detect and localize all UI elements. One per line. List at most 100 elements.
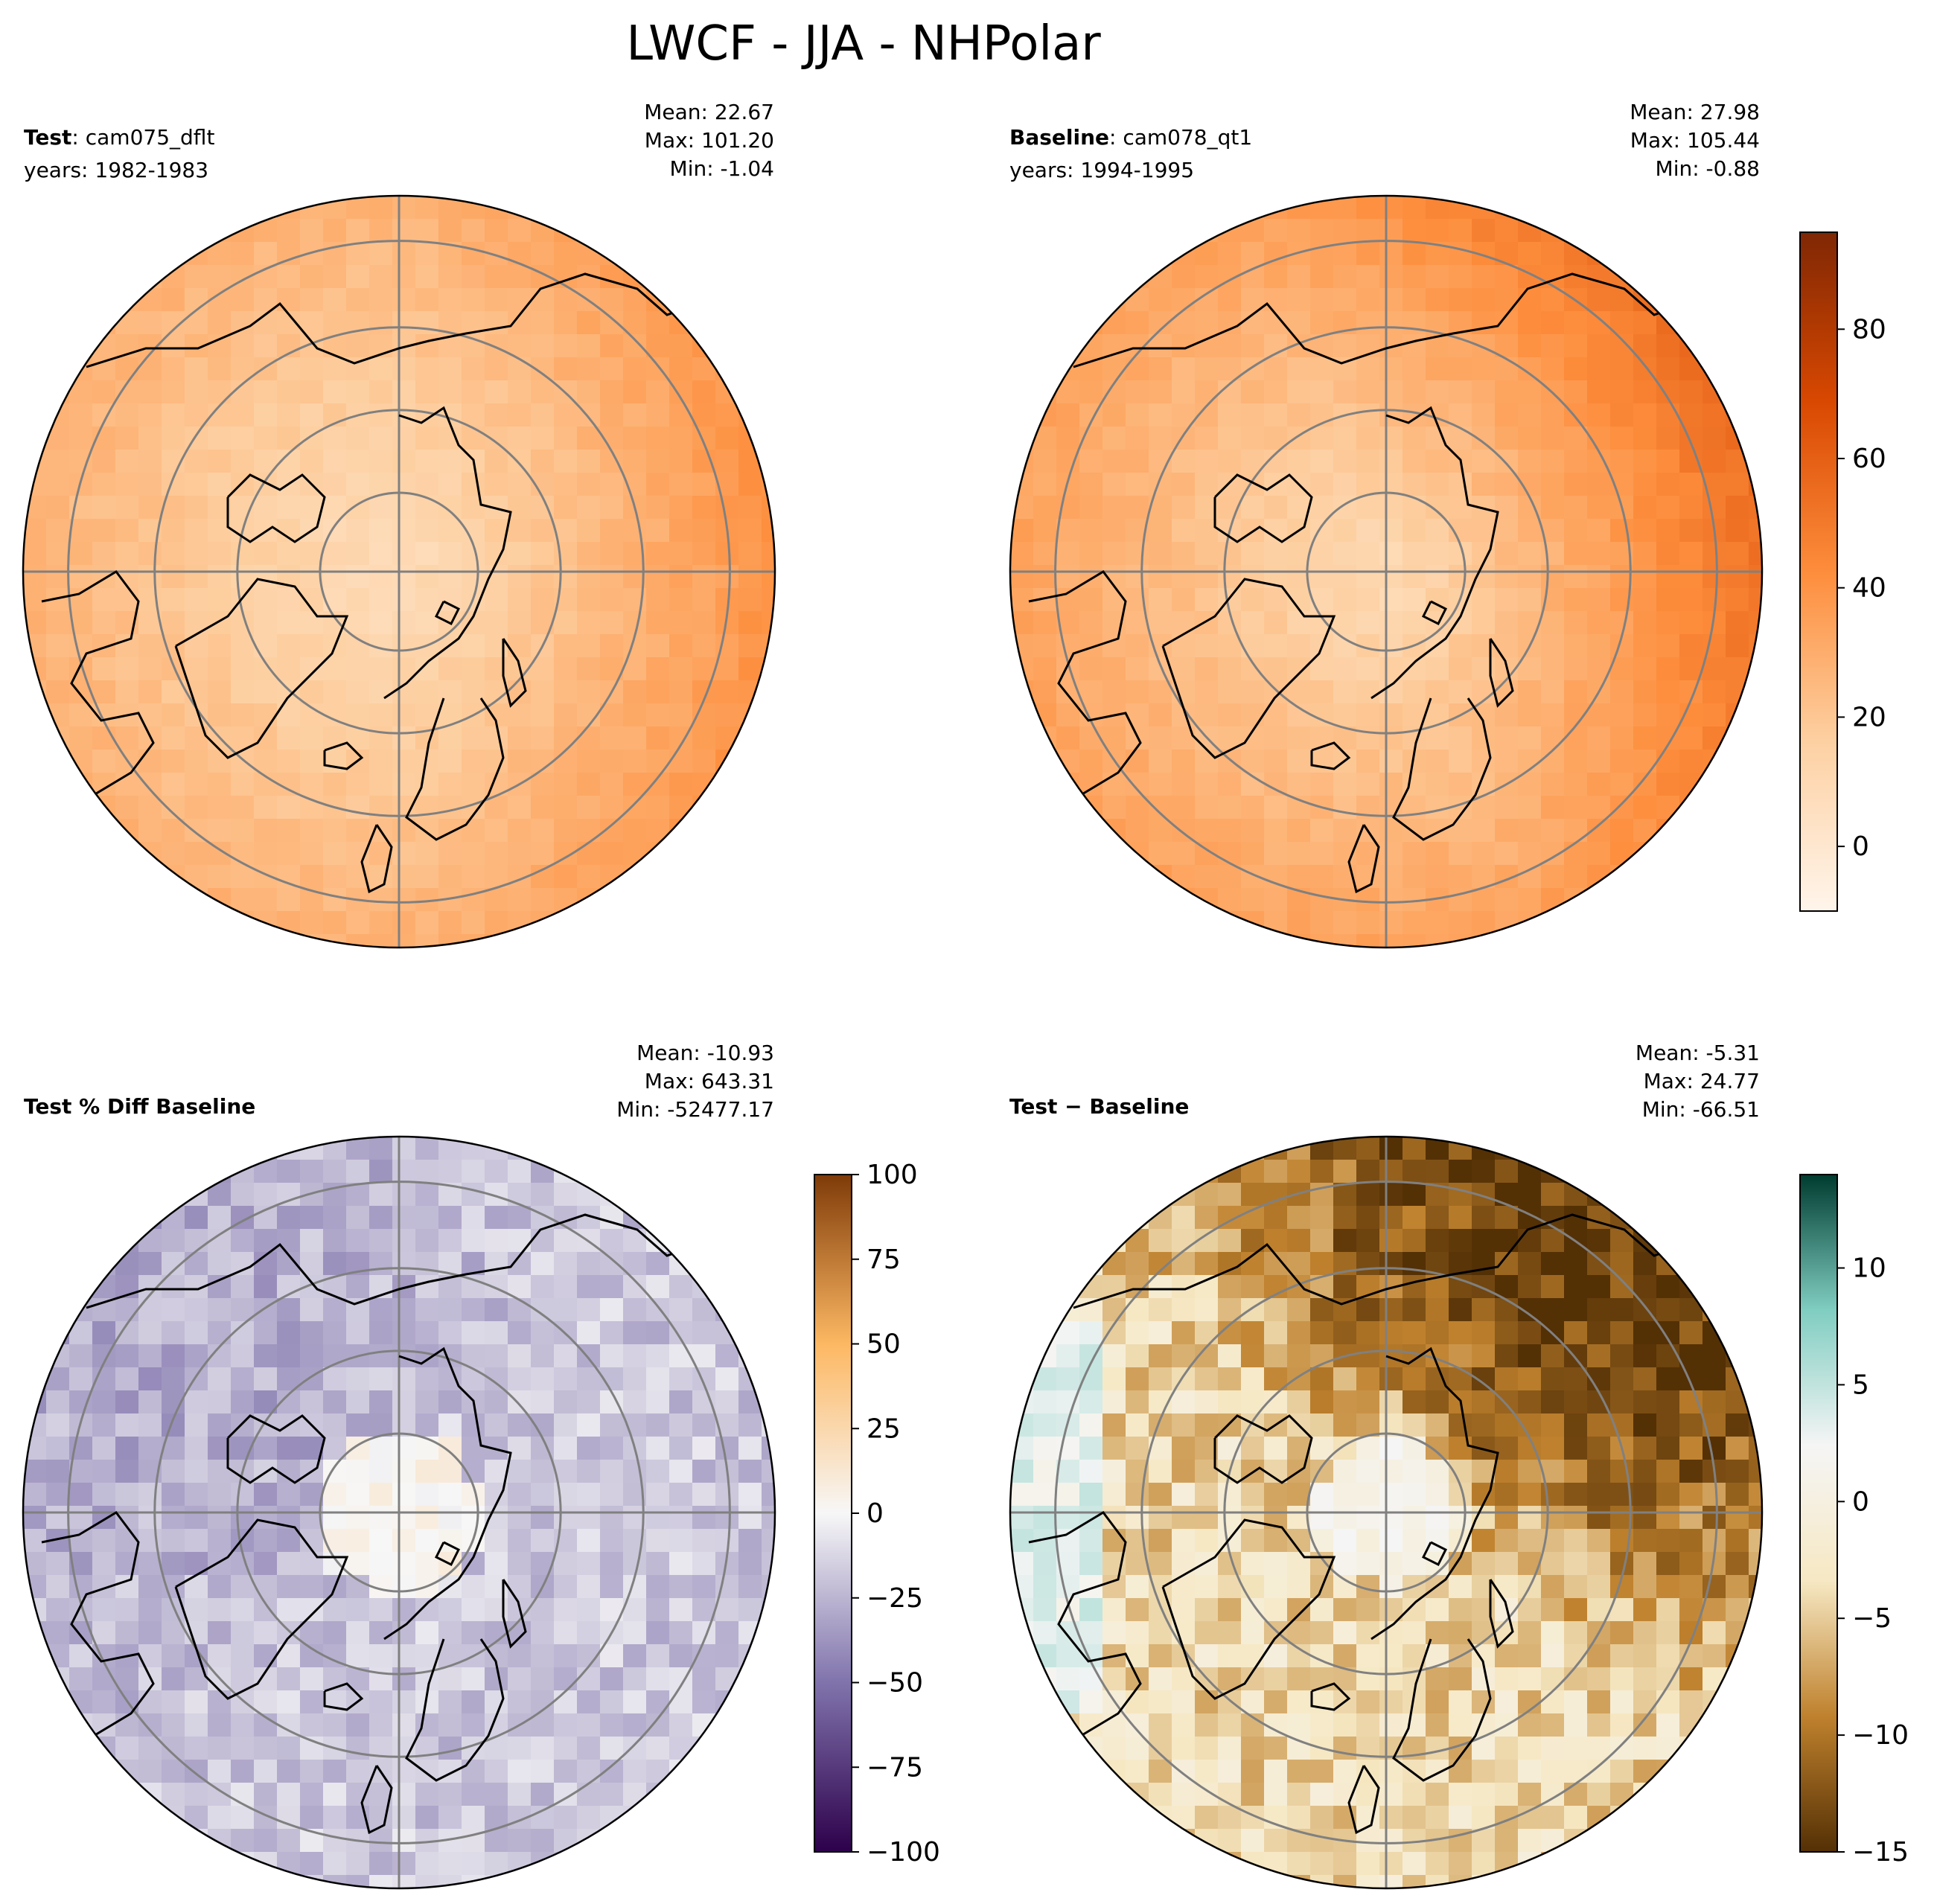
heatmap-cell — [1126, 1713, 1149, 1737]
heatmap-cell — [1356, 1344, 1380, 1368]
heatmap-cell — [1149, 703, 1172, 727]
heatmap-cell — [1726, 1460, 1749, 1483]
heatmap-cell — [415, 1852, 439, 1876]
heatmap-cell — [300, 1760, 324, 1783]
heatmap-cell — [1033, 634, 1057, 658]
heatmap-cell — [1703, 1506, 1726, 1530]
heatmap-cell — [1426, 1690, 1449, 1714]
heatmap-cell — [1102, 450, 1126, 473]
heatmap-cell — [438, 1321, 462, 1345]
heatmap-cell — [300, 1806, 324, 1830]
heatmap-cell — [462, 1229, 485, 1253]
heatmap-cell — [531, 1713, 555, 1737]
heatmap-cell — [323, 1321, 347, 1345]
heatmap-cell — [1518, 1737, 1542, 1760]
heatmap-cell — [1633, 1344, 1657, 1368]
heatmap-cell — [138, 773, 162, 796]
coastline — [502, 638, 527, 708]
coastline — [1421, 600, 1448, 626]
heatmap-cell — [554, 1183, 578, 1207]
heatmap-cell — [508, 1298, 532, 1322]
heatmap-cell — [600, 750, 624, 773]
heatmap-cell — [1587, 1483, 1611, 1507]
heatmap-cell — [1195, 1690, 1219, 1714]
heatmap-cell — [1403, 450, 1426, 473]
heatmap-cell — [1703, 427, 1726, 450]
heatmap-cell — [438, 819, 462, 843]
heatmap-cell — [1495, 588, 1519, 612]
heatmap-cell — [369, 496, 393, 520]
heatmap-cell — [1033, 519, 1057, 543]
heatmap-cell — [554, 1344, 578, 1368]
heatmap-cell — [508, 1506, 532, 1530]
heatmap-cell — [1195, 565, 1219, 589]
heatmap-cell — [46, 657, 70, 681]
heatmap-cell — [1495, 1298, 1519, 1322]
heatmap-cell — [1079, 473, 1103, 496]
heatmap-cell — [1472, 1229, 1496, 1253]
heatmap-cell — [1126, 773, 1149, 796]
heatmap-cell — [346, 542, 370, 566]
heatmap-cell — [138, 473, 162, 496]
heatmap-cell — [531, 427, 555, 450]
heatmap-cell — [208, 588, 232, 612]
heatmap-cell — [1541, 1183, 1565, 1207]
heatmap-cell — [1264, 265, 1288, 289]
heatmap-cell — [1149, 1667, 1172, 1691]
heatmap-cell — [1333, 1275, 1357, 1299]
heatmap-cell — [1449, 819, 1472, 843]
heatmap-cell — [1126, 473, 1149, 496]
heatmap-cell — [1656, 657, 1680, 681]
heatmap-cell — [1564, 496, 1588, 520]
heatmap-cell — [162, 427, 185, 450]
heatmap-cell — [254, 1275, 278, 1299]
heatmap-cell — [1587, 703, 1611, 727]
heatmap-cell — [1426, 911, 1449, 935]
heatmap-cell — [1403, 680, 1426, 704]
heatmap-cell — [669, 450, 693, 473]
heatmap-cell — [1264, 1160, 1288, 1183]
heatmap-cell — [1541, 1713, 1565, 1737]
heatmap-cell — [577, 1783, 601, 1806]
heatmap-cell — [415, 357, 439, 381]
heatmap-cell — [1310, 357, 1334, 381]
heatmap-cell — [1241, 1506, 1265, 1530]
heatmap-cell — [1679, 1321, 1703, 1345]
heatmap-cell — [1218, 1760, 1242, 1783]
heatmap-cell — [1333, 1160, 1357, 1183]
heatmap-cell — [1056, 726, 1080, 750]
heatmap-cell — [208, 657, 232, 681]
heatmap-cell — [1403, 1321, 1426, 1345]
heatmap-cell — [577, 1529, 601, 1553]
heatmap-cell — [69, 1298, 93, 1322]
heatmap-cell — [1449, 1806, 1472, 1830]
heatmap-cell — [1356, 1506, 1380, 1530]
heatmap-cell — [1241, 1690, 1265, 1714]
heatmap-cell — [92, 819, 116, 843]
heatmap-cell — [162, 1552, 185, 1576]
heatmap-cell — [531, 703, 555, 727]
heatmap-cell — [277, 934, 301, 948]
heatmap-cell — [1472, 265, 1496, 289]
heatmap-cell — [1149, 588, 1172, 612]
heatmap-cell — [115, 726, 139, 750]
heatmap-cell — [1587, 1575, 1611, 1599]
heatmap-cell — [1495, 1183, 1519, 1207]
heatmap-cell — [254, 1737, 278, 1760]
heatmap-cells — [1010, 1137, 1762, 1888]
heatmap-cell — [1033, 703, 1057, 727]
heatmap-cell — [1195, 1598, 1219, 1622]
heatmap-cell — [323, 1483, 347, 1507]
heatmap-cell — [323, 1829, 347, 1853]
heatmap-cell — [415, 265, 439, 289]
heatmap-cell — [508, 519, 532, 543]
heatmap-cell — [738, 634, 762, 658]
heatmap-cell — [485, 634, 508, 658]
heatmap-cell — [508, 288, 532, 312]
heatmap-cell — [323, 1160, 347, 1183]
heatmap-cell — [1056, 542, 1080, 566]
heatmap-cell — [1218, 911, 1242, 935]
heatmap-cell — [1333, 565, 1357, 589]
heatmap-cell — [554, 1275, 578, 1299]
heatmap-cell — [1149, 288, 1172, 312]
